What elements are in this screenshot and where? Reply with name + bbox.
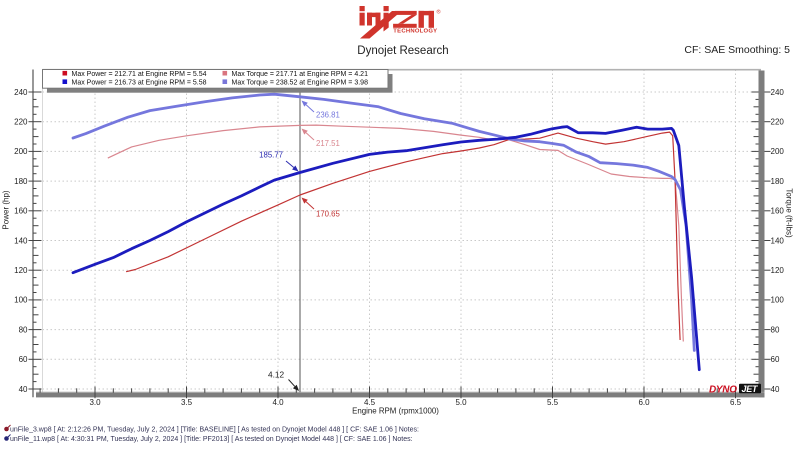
- svg-text:236.81: 236.81: [316, 111, 340, 120]
- svg-text:217.51: 217.51: [316, 139, 340, 148]
- svg-text:140: 140: [771, 236, 785, 245]
- svg-text:60: 60: [19, 355, 28, 364]
- svg-text:80: 80: [19, 325, 28, 334]
- svg-text:unFile_11.wp8 [ At: 4:30:31 PM: unFile_11.wp8 [ At: 4:30:31 PM, Tuesday,…: [10, 436, 413, 443]
- svg-text:240: 240: [771, 88, 785, 97]
- svg-text:Max Torque = 238.52 at Engine: Max Torque = 238.52 at Engine RPM = 3.98: [232, 80, 369, 87]
- svg-text:3.5: 3.5: [181, 398, 193, 407]
- svg-text:unFile_3.wp8 [ At: 2:12:26 PM,: unFile_3.wp8 [ At: 2:12:26 PM, Tuesday, …: [10, 427, 419, 434]
- svg-text:140: 140: [14, 236, 28, 245]
- svg-text:80: 80: [771, 325, 780, 334]
- svg-text:160: 160: [771, 207, 785, 216]
- svg-text:5.5: 5.5: [547, 398, 559, 407]
- svg-text:3.0: 3.0: [89, 398, 101, 407]
- svg-text:6.0: 6.0: [638, 398, 650, 407]
- svg-text:CF: SAE Smoothing: 5: CF: SAE Smoothing: 5: [684, 44, 790, 56]
- svg-text:240: 240: [14, 88, 28, 97]
- svg-text:Torque (ft-lbs): Torque (ft-lbs): [785, 188, 794, 238]
- svg-text:180: 180: [771, 177, 785, 186]
- svg-text:60: 60: [771, 355, 780, 364]
- svg-text:120: 120: [14, 266, 28, 275]
- svg-text:185.77: 185.77: [259, 151, 283, 160]
- svg-text:40: 40: [19, 385, 28, 394]
- svg-text:40: 40: [771, 385, 780, 394]
- svg-text:Engine RPM (rpmx1000): Engine RPM (rpmx1000): [352, 406, 439, 415]
- svg-text:Max Torque = 217.71 at Engine: Max Torque = 217.71 at Engine RPM = 4.21: [232, 71, 369, 78]
- svg-text:220: 220: [771, 118, 785, 127]
- svg-text:100: 100: [14, 296, 28, 305]
- svg-text:4.0: 4.0: [272, 398, 284, 407]
- svg-text:220: 220: [14, 118, 28, 127]
- svg-text:Dynojet Research: Dynojet Research: [357, 45, 448, 57]
- svg-text:200: 200: [771, 147, 785, 156]
- svg-text:180: 180: [14, 177, 28, 186]
- svg-text:5.0: 5.0: [455, 398, 467, 407]
- svg-text:Power (hp): Power (hp): [2, 190, 11, 229]
- svg-text:®: ®: [437, 9, 441, 16]
- svg-text:DYNO: DYNO: [709, 385, 737, 396]
- svg-text:100: 100: [771, 296, 785, 305]
- svg-text:170.65: 170.65: [316, 210, 341, 219]
- svg-text:JET: JET: [742, 384, 759, 394]
- svg-text:200: 200: [14, 147, 28, 156]
- svg-text:4.12: 4.12: [268, 370, 285, 380]
- svg-text:160: 160: [14, 207, 28, 216]
- svg-text:TECHNOLOGY: TECHNOLOGY: [393, 29, 437, 35]
- svg-text:Max Power = 216.73 at Engine R: Max Power = 216.73 at Engine RPM = 5.58: [72, 80, 207, 87]
- svg-text:6.5: 6.5: [730, 398, 742, 407]
- svg-text:Max Power = 212.71 at Engine R: Max Power = 212.71 at Engine RPM = 5.54: [72, 71, 207, 78]
- svg-text:4.5: 4.5: [364, 398, 376, 407]
- svg-text:120: 120: [771, 266, 785, 275]
